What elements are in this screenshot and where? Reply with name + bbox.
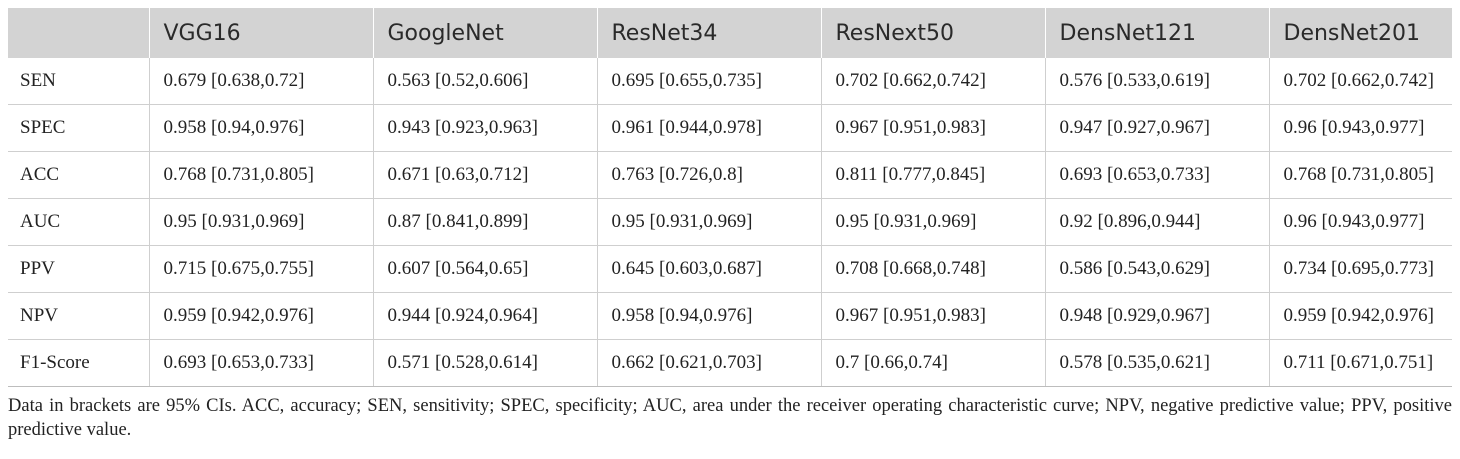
table-cell: 0.662 [0.621,0.703] (597, 339, 822, 387)
row-label: NPV (8, 292, 150, 340)
table-cell: 0.645 [0.603,0.687] (597, 245, 822, 293)
header-cell-resnet34: ResNet34 (596, 8, 822, 58)
table-row: NPV 0.959 [0.942,0.976] 0.944 [0.924,0.9… (8, 292, 1452, 340)
table-cell: 0.959 [0.942,0.976] (1269, 292, 1452, 340)
table-cell: 0.708 [0.668,0.748] (821, 245, 1046, 293)
header-cell-blank (8, 8, 150, 58)
table-cell: 0.711 [0.671,0.751] (1269, 339, 1452, 387)
table-cell: 0.7 [0.66,0.74] (821, 339, 1046, 387)
table-cell: 0.959 [0.942,0.976] (149, 292, 374, 340)
table-cell: 0.95 [0.931,0.969] (597, 198, 822, 246)
header-cell-vgg16: VGG16 (148, 8, 374, 58)
row-label: AUC (8, 198, 150, 246)
table-cell: 0.947 [0.927,0.967] (1045, 104, 1270, 152)
header-cell-densnet201: DensNet201 (1268, 8, 1452, 58)
row-label: SPEC (8, 104, 150, 152)
table-cell: 0.958 [0.94,0.976] (597, 292, 822, 340)
table-cell: 0.95 [0.931,0.969] (821, 198, 1046, 246)
row-label: PPV (8, 245, 150, 293)
table-cell: 0.967 [0.951,0.983] (821, 104, 1046, 152)
table-row: ACC 0.768 [0.731,0.805] 0.671 [0.63,0.71… (8, 151, 1452, 199)
table-cell: 0.576 [0.533,0.619] (1045, 58, 1270, 105)
table-cell: 0.943 [0.923,0.963] (373, 104, 598, 152)
table-cell: 0.578 [0.535,0.621] (1045, 339, 1270, 387)
table-header-row: VGG16 GoogleNet ResNet34 ResNext50 DensN… (8, 8, 1452, 58)
table-cell: 0.967 [0.951,0.983] (821, 292, 1046, 340)
table-cell: 0.96 [0.943,0.977] (1269, 198, 1452, 246)
header-cell-densnet121: DensNet121 (1044, 8, 1270, 58)
table-cell: 0.702 [0.662,0.742] (1269, 58, 1452, 105)
table-row: PPV 0.715 [0.675,0.755] 0.607 [0.564,0.6… (8, 245, 1452, 293)
results-table-container: VGG16 GoogleNet ResNet34 ResNext50 DensN… (8, 8, 1452, 387)
table-cell: 0.96 [0.943,0.977] (1269, 104, 1452, 152)
row-label: F1-Score (8, 339, 150, 387)
table-cell: 0.695 [0.655,0.735] (597, 58, 822, 105)
table-cell: 0.95 [0.931,0.969] (149, 198, 374, 246)
table-cell: 0.87 [0.841,0.899] (373, 198, 598, 246)
table-cell: 0.811 [0.777,0.845] (821, 151, 1046, 199)
table-cell: 0.961 [0.944,0.978] (597, 104, 822, 152)
header-cell-googlenet: GoogleNet (372, 8, 598, 58)
table-cell: 0.763 [0.726,0.8] (597, 151, 822, 199)
row-label: ACC (8, 151, 150, 199)
table-cell: 0.671 [0.63,0.712] (373, 151, 598, 199)
row-label: SEN (8, 58, 150, 105)
table-cell: 0.944 [0.924,0.964] (373, 292, 598, 340)
table-cell: 0.734 [0.695,0.773] (1269, 245, 1452, 293)
table-row: AUC 0.95 [0.931,0.969] 0.87 [0.841,0.899… (8, 198, 1452, 246)
table-cell: 0.768 [0.731,0.805] (1269, 151, 1452, 199)
table-footnote: Data in brackets are 95% CIs. ACC, accur… (8, 396, 1452, 440)
table-cell: 0.563 [0.52,0.606] (373, 58, 598, 105)
table-cell: 0.92 [0.896,0.944] (1045, 198, 1270, 246)
table-cell: 0.607 [0.564,0.65] (373, 245, 598, 293)
results-table: VGG16 GoogleNet ResNet34 ResNext50 DensN… (8, 8, 1452, 387)
table-cell: 0.702 [0.662,0.742] (821, 58, 1046, 105)
table-cell: 0.948 [0.929,0.967] (1045, 292, 1270, 340)
table-cell: 0.586 [0.543,0.629] (1045, 245, 1270, 293)
table-cell: 0.571 [0.528,0.614] (373, 339, 598, 387)
table-cell: 0.958 [0.94,0.976] (149, 104, 374, 152)
table-row: SEN 0.679 [0.638,0.72] 0.563 [0.52,0.606… (8, 58, 1452, 105)
header-cell-resnext50: ResNext50 (820, 8, 1046, 58)
table-cell: 0.693 [0.653,0.733] (1045, 151, 1270, 199)
table-cell: 0.715 [0.675,0.755] (149, 245, 374, 293)
table-cell: 0.679 [0.638,0.72] (149, 58, 374, 105)
table-cell: 0.768 [0.731,0.805] (149, 151, 374, 199)
table-row: SPEC 0.958 [0.94,0.976] 0.943 [0.923,0.9… (8, 104, 1452, 152)
table-cell: 0.693 [0.653,0.733] (149, 339, 374, 387)
table-row: F1-Score 0.693 [0.653,0.733] 0.571 [0.52… (8, 339, 1452, 387)
